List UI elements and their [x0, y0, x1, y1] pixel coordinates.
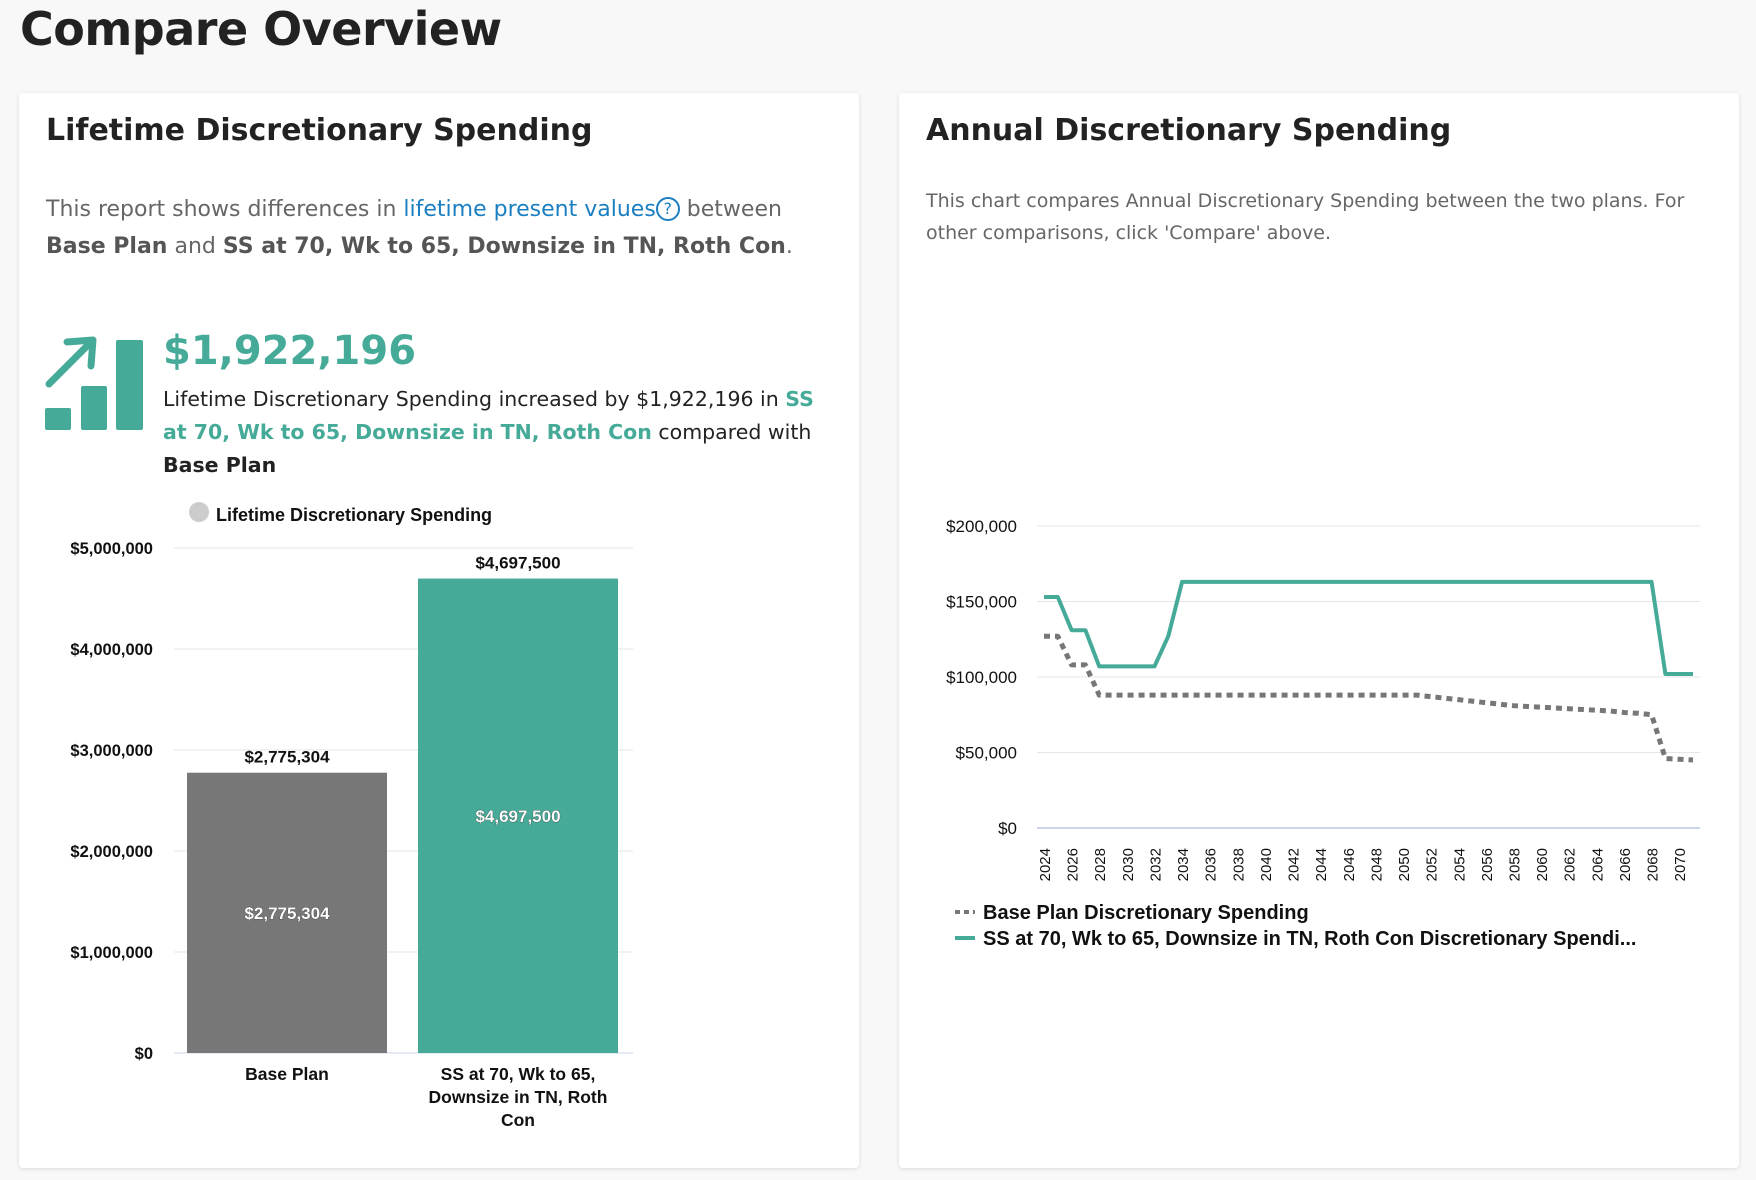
- y-tick-label: $200,000: [946, 517, 1017, 536]
- summary-text: Lifetime Discretionary Spending increase…: [163, 387, 779, 411]
- lifetime-bar-chart: Lifetime Discretionary Spending $0 $1,000,…: [70, 502, 633, 1130]
- bar: [187, 772, 387, 1053]
- x-tick-label: 2066: [1617, 848, 1634, 881]
- desc-text: between: [686, 197, 782, 222]
- y-tick-label: $5,000,000: [70, 540, 153, 558]
- x-tick-label: 2036: [1203, 848, 1220, 881]
- page-title: Compare Overview: [20, 2, 502, 56]
- lifetime-present-values-link[interactable]: lifetime present values: [403, 197, 656, 222]
- chart-description: This chart compares Annual Discretionary…: [926, 190, 1685, 244]
- plan-a-name: Base Plan: [46, 234, 168, 259]
- annual-line-chart: $0 $50,000 $100,000 $150,000 $200,000 2024 202…: [946, 517, 1700, 950]
- bar-value-label: $4,697,500: [475, 554, 560, 573]
- y-tick-label: $0: [135, 1045, 153, 1063]
- card-title: Annual Discretionary Spending: [926, 113, 1452, 148]
- y-tick-label: $100,000: [946, 668, 1017, 687]
- bar-value-label: $2,775,304: [244, 748, 330, 767]
- x-tick-label: 2038: [1230, 848, 1247, 881]
- desc-text: .: [785, 234, 793, 259]
- y-tick-label: $150,000: [946, 593, 1017, 612]
- x-tick-label: 2042: [1286, 848, 1303, 881]
- x-tick-label: 2056: [1479, 848, 1496, 881]
- summary-text: compared with: [658, 420, 812, 444]
- x-category-label: Base Plan: [245, 1064, 329, 1084]
- x-tick-label: 2068: [1645, 848, 1662, 881]
- summary-plan-name: SS at 70, Wk to 65, Downsize in TN, Roth…: [163, 387, 814, 444]
- y-tick-label: $2,000,000: [70, 843, 153, 861]
- x-tick-label: 2024: [1037, 848, 1054, 881]
- legend-label: Lifetime Discretionary Spending: [216, 505, 492, 525]
- x-tick-label: 2046: [1341, 848, 1358, 881]
- x-tick-label: 2064: [1589, 848, 1606, 881]
- bar: [418, 578, 618, 1053]
- y-tick-label: $4,000,000: [70, 641, 153, 659]
- legend-label: Base Plan Discretionary Spending: [983, 902, 1309, 924]
- x-tick-label: 2050: [1396, 848, 1413, 881]
- x-tick-label: 2044: [1313, 848, 1330, 881]
- x-tick-label: 2060: [1534, 848, 1551, 881]
- base-series-line: [1044, 633, 1694, 763]
- legend-marker: [189, 502, 209, 522]
- bar-inner-label: $4,697,500: [475, 807, 560, 826]
- summary-base-name: Base Plan: [163, 453, 277, 477]
- help-icon[interactable]: ?: [655, 197, 680, 221]
- bar-inner-label: $2,775,304: [244, 904, 330, 923]
- trending-up-chart-icon: [45, 336, 143, 430]
- x-tick-label: 2034: [1175, 848, 1192, 881]
- y-tick-label: $1,000,000: [70, 944, 153, 962]
- x-tick-label: 2062: [1562, 848, 1579, 881]
- x-tick-label: 2040: [1258, 848, 1275, 881]
- legend-label: SS at 70, Wk to 65, Downsize in TN, Roth…: [983, 928, 1636, 950]
- desc-text: This report shows differences in: [46, 197, 397, 222]
- desc-text: and: [174, 234, 216, 259]
- annual-spending-card: Annual Discretionary Spending This chart…: [899, 93, 1739, 1168]
- report-description: This report shows differences in lifetim…: [46, 191, 846, 265]
- x-tick-label: 2070: [1672, 848, 1689, 881]
- x-tick-label: 2058: [1506, 848, 1523, 881]
- difference-value: $1,922,196: [163, 328, 417, 374]
- x-tick-label: 2032: [1147, 848, 1164, 881]
- y-tick-label: $0: [998, 819, 1017, 838]
- difference-summary: Lifetime Discretionary Spending increase…: [163, 383, 843, 482]
- x-category-label: Downsize in TN, Roth: [429, 1087, 608, 1107]
- x-tick-label: 2030: [1120, 848, 1137, 881]
- plan-series-line: [1044, 579, 1693, 676]
- x-tick-label: 2026: [1065, 848, 1082, 881]
- x-tick-label: 2048: [1368, 848, 1385, 881]
- x-tick-label: 2054: [1451, 848, 1468, 881]
- y-tick-label: $3,000,000: [70, 742, 153, 760]
- card-title: Lifetime Discretionary Spending: [46, 113, 593, 148]
- x-tick-label: 2052: [1424, 848, 1441, 881]
- x-tick-label: 2028: [1092, 848, 1109, 881]
- x-category-label: Con: [501, 1110, 535, 1130]
- plan-b-name: SS at 70, Wk to 65, Downsize in TN, Roth…: [222, 234, 786, 259]
- y-tick-label: $50,000: [956, 744, 1017, 763]
- x-category-label: SS at 70, Wk to 65,: [441, 1064, 596, 1084]
